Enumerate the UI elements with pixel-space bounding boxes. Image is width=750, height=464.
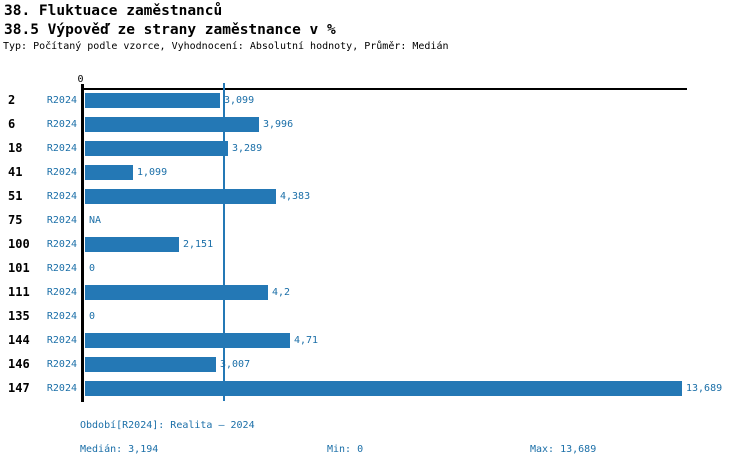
row-id-label: 100	[8, 237, 30, 251]
bar	[85, 93, 220, 108]
row-id-label: 51	[8, 189, 23, 203]
row-id-label: 101	[8, 261, 30, 275]
row-period-label: R2024	[46, 287, 77, 298]
row-period-label: R2024	[46, 119, 77, 130]
row-period-label: R2024	[46, 95, 77, 106]
median-line	[223, 83, 225, 401]
bar	[85, 165, 133, 180]
footer-min-label: Min: 0	[327, 444, 364, 455]
bar	[85, 357, 216, 372]
bar-value-label: 13,689	[686, 383, 723, 394]
bar-value-label: 1,099	[137, 167, 168, 178]
bar-chart: 0 2 R2024 3,099 6 R2024 3,996 18 R2024 3,289 41 R2…	[0, 60, 750, 410]
footer-median-label: Medián: 3,194	[80, 444, 159, 455]
zero-axis-line	[81, 84, 84, 402]
footer-max-label: Max: 13,689	[530, 444, 597, 455]
bar-value-label: 0	[89, 311, 96, 322]
report-subtitle: 38.5 Výpověď ze strany zaměstnance v %	[4, 22, 336, 38]
row-period-label: R2024	[46, 143, 77, 154]
bar-value-label: 4,2	[272, 287, 291, 298]
row-id-label: 18	[8, 141, 23, 155]
bar	[85, 117, 259, 132]
bar	[85, 285, 268, 300]
row-period-label: R2024	[46, 335, 77, 346]
row-id-label: 147	[8, 381, 30, 395]
row-id-label: 75	[8, 213, 23, 227]
row-id-label: 144	[8, 333, 30, 347]
row-period-label: R2024	[46, 215, 77, 226]
footer-period-label: Období[R2024]: Realita – 2024	[80, 420, 255, 431]
row-id-label: 2	[8, 93, 16, 107]
bar	[85, 189, 276, 204]
bar-value-label: 3,996	[263, 119, 294, 130]
row-period-label: R2024	[46, 359, 77, 370]
report-title: 38. Fluktuace zaměstnanců	[4, 3, 223, 19]
bar	[85, 333, 290, 348]
bar-value-label: NA	[89, 215, 102, 226]
row-period-label: R2024	[46, 191, 77, 202]
row-id-label: 146	[8, 357, 30, 371]
bar-value-label: 3,099	[224, 95, 255, 106]
row-period-label: R2024	[46, 311, 77, 322]
row-period-label: R2024	[46, 239, 77, 250]
axis-zero-tick-label: 0	[77, 74, 84, 85]
bar-value-label: 3,289	[232, 143, 263, 154]
x-axis-line	[81, 88, 687, 90]
bar-value-label: 4,71	[294, 335, 319, 346]
row-id-label: 41	[8, 165, 23, 179]
row-id-label: 6	[8, 117, 16, 131]
bar	[85, 237, 179, 252]
row-period-label: R2024	[46, 263, 77, 274]
bar-value-label: 3,007	[220, 359, 251, 370]
bar-value-label: 4,383	[280, 191, 311, 202]
row-id-label: 135	[8, 309, 30, 323]
bar	[85, 381, 682, 396]
row-period-label: R2024	[46, 383, 77, 394]
row-period-label: R2024	[46, 167, 77, 178]
bar-value-label: 0	[89, 263, 96, 274]
bar-value-label: 2,151	[183, 239, 214, 250]
bar	[85, 141, 228, 156]
row-id-label: 111	[8, 285, 30, 299]
report-meta-line: Typ: Počítaný podle vzorce, Vyhodnocení:…	[3, 41, 449, 52]
